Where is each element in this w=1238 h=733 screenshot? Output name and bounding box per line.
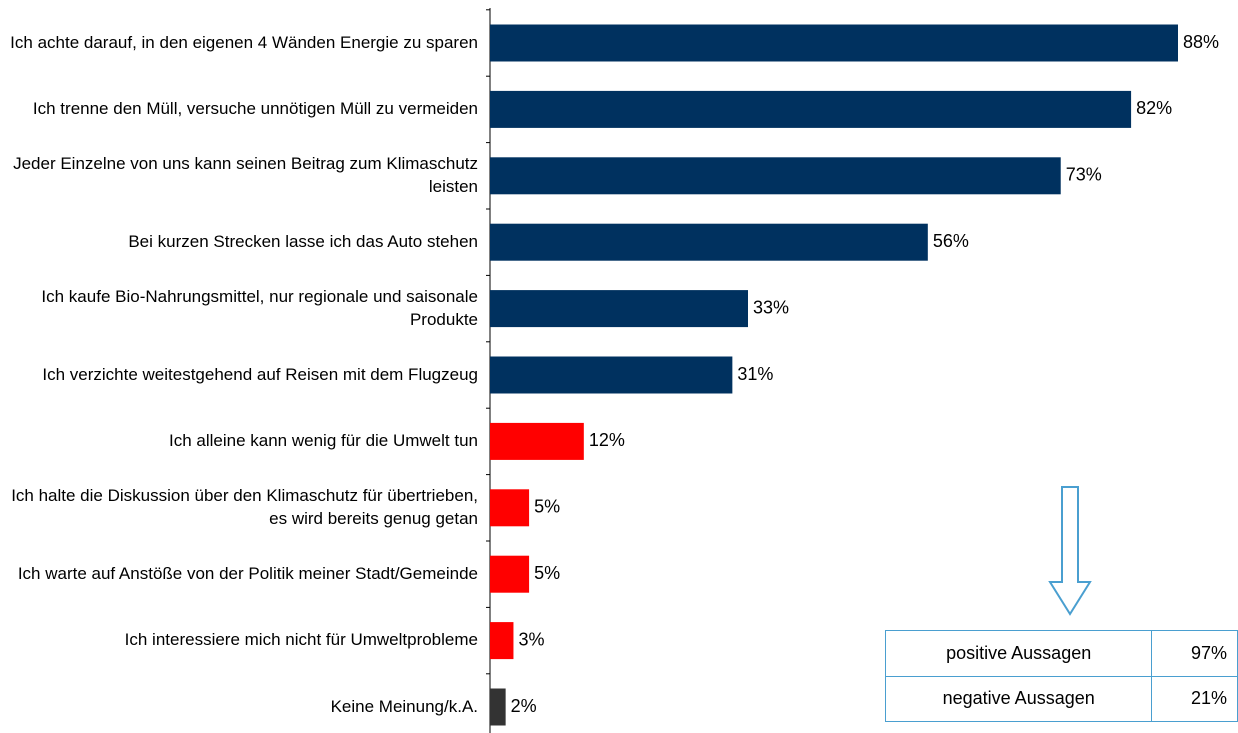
bar <box>490 422 584 460</box>
cell: 97% <box>1151 630 1238 677</box>
category-label: Ich alleine kann wenig für die Umwelt tu… <box>169 430 478 450</box>
cell: negative Aussagen <box>884 675 1153 722</box>
value-label: 2% <box>511 696 537 716</box>
bar <box>490 157 1061 195</box>
value-label: 73% <box>1066 165 1102 185</box>
category-label: Ich kaufe Bio-Nahrungsmittel, nur region… <box>41 286 478 329</box>
category-label: Ich trenne den Müll, versuche unnötigen … <box>32 98 478 118</box>
category-label: Ich achte darauf, in den eigenen 4 Wände… <box>10 32 478 52</box>
value-label: 56% <box>933 231 969 251</box>
value-label: 5% <box>534 563 560 583</box>
value-label: 12% <box>589 430 625 450</box>
category-label: Ich halte die Diskussion über den Klimas… <box>11 485 478 528</box>
category-label: Bei kurzen Strecken lasse ich das Auto s… <box>128 231 478 251</box>
category-label: Ich interessiere mich nicht für Umweltpr… <box>124 630 478 650</box>
table-row: positive Aussagen 97% <box>884 630 1238 677</box>
value-label: 33% <box>753 297 789 317</box>
cell: 21% <box>1151 675 1238 722</box>
category-label: Keine Meinung/k.A. <box>330 696 478 716</box>
bar <box>490 356 733 394</box>
bar <box>490 223 928 261</box>
cell: positive Aussagen <box>884 630 1153 677</box>
category-label: Ich warte auf Anstöße von der Politik me… <box>17 563 478 583</box>
table-row: negative Aussagen 21% <box>884 675 1238 722</box>
summary-table: positive Aussagen 97% negative Aussagen 21… <box>884 630 1238 722</box>
value-label: 3% <box>518 629 544 649</box>
bar <box>490 555 530 593</box>
arrow <box>1048 486 1092 616</box>
bar <box>490 90 1132 128</box>
bar <box>490 622 514 660</box>
value-label: 82% <box>1136 98 1172 118</box>
category-label: Ich verzichte weitestgehend auf Reisen m… <box>42 364 478 384</box>
bar <box>490 489 530 527</box>
value-label: 31% <box>737 364 773 384</box>
category-label: Jeder Einzelne von uns kann seinen Beitr… <box>13 153 478 196</box>
bar <box>490 290 748 328</box>
bar <box>490 24 1178 62</box>
value-label: 88% <box>1183 32 1219 52</box>
bar <box>490 688 506 726</box>
value-label: 5% <box>534 497 560 517</box>
